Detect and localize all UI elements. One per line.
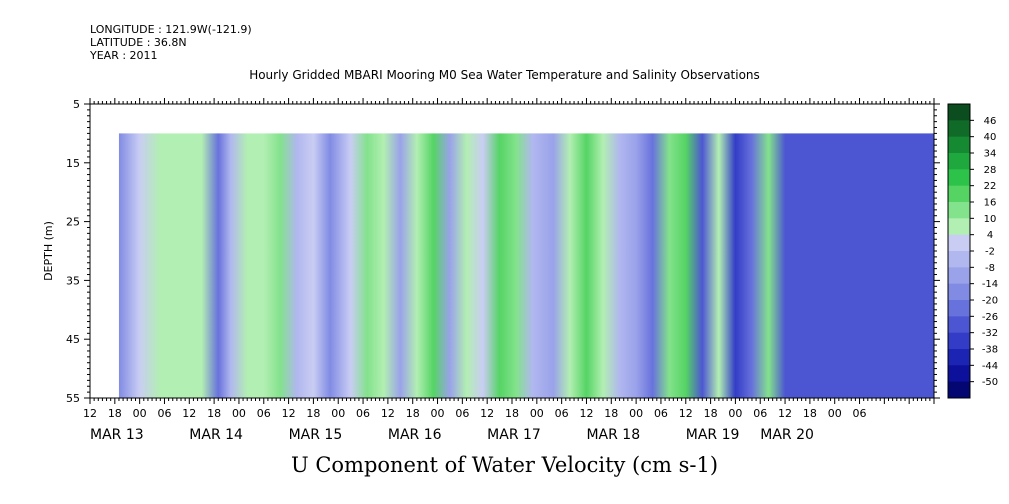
y-tick-label: 45 [66,333,80,346]
x-hour-tick-label: 06 [853,407,867,420]
x-hour-tick-label: 06 [753,407,767,420]
y-tick-label: 5 [73,98,80,111]
x-hour-tick-label: 18 [406,407,420,420]
colorbar-swatch [948,136,970,154]
colorbar-swatch [948,300,970,317]
x-hour-tick-label: 00 [331,407,345,420]
colorbar-swatch [948,153,970,170]
x-hour-tick-label: 12 [679,407,693,420]
x-date-tick-label: MAR 17 [487,427,541,443]
x-hour-tick-label: 12 [282,407,296,420]
colorbar-label: 34 [984,149,997,160]
velocity-field [118,133,934,398]
x-hour-tick-label: 00 [728,407,742,420]
x-hour-tick-label: 06 [157,407,171,420]
x-date-tick-label: MAR 18 [586,427,640,443]
colorbar-label: -38 [982,345,998,356]
colorbar-swatch [948,251,970,268]
colorbar-swatch [948,381,970,399]
x-hour-tick-label: 00 [828,407,842,420]
colorbar-swatch [948,316,970,334]
y-tick-label: 55 [66,392,80,405]
x-hour-tick-label: 18 [604,407,618,420]
colorbar-label: 10 [984,214,997,225]
x-date-tick-label: MAR 20 [760,427,814,443]
colorbar-swatch [948,185,970,203]
x-hour-tick-label: 12 [480,407,494,420]
colorbar-swatch [948,283,970,301]
colorbar-label: -20 [982,296,998,307]
x-hour-tick-label: 00 [530,407,544,420]
y-tick-label: 35 [66,274,80,287]
x-date-tick-label: MAR 19 [686,427,740,443]
latitude-label: LATITUDE : 36.8N [90,36,187,49]
plot-area [90,104,934,398]
colorbar-label: -50 [982,377,998,388]
x-date-tick-label: MAR 15 [289,427,343,443]
y-axis-label: DEPTH (m) [42,221,55,281]
x-hour-tick-label: 12 [778,407,792,420]
colorbar-label: -2 [985,247,995,258]
x-hour-tick-label: 12 [579,407,593,420]
colorbar-swatch [948,332,970,350]
x-date-tick-label: MAR 13 [90,427,144,443]
colorbar-label: 40 [984,132,997,143]
colorbar-swatch [948,234,970,252]
colorbar-label: 4 [987,230,993,241]
x-date-tick-label: MAR 14 [189,427,243,443]
colorbar-label: -8 [985,263,995,274]
x-hour-tick-label: 18 [505,407,519,420]
chart-title: U Component of Water Velocity (cm s-1) [290,453,719,477]
x-hour-tick-label: 18 [803,407,817,420]
x-date-tick-label: MAR 16 [388,427,442,443]
x-hour-tick-label: 12 [381,407,395,420]
x-hour-tick-label: 00 [232,407,246,420]
x-hour-tick-label: 18 [207,407,221,420]
colorbar-swatch [948,104,970,121]
colorbar-label: 22 [984,181,997,192]
colorbar-swatch [948,169,970,187]
x-hour-tick-label: 06 [654,407,668,420]
colorbar-label: 28 [984,165,997,176]
year-label: YEAR : 2011 [90,49,158,62]
x-hour-tick-label: 00 [431,407,445,420]
y-tick-label: 15 [66,157,80,170]
x-hour-tick-label: 18 [108,407,122,420]
chart-header-title: Hourly Gridded MBARI Mooring M0 Sea Wate… [249,68,760,82]
y-tick-label: 25 [66,216,80,229]
colorbar-swatch [948,349,970,366]
x-hour-tick-label: 12 [83,407,97,420]
colorbar: 46 40 34 28 22 16 10 4 -2 -8 -14 -20 -26 -32 -38 -44 -50 [947,103,998,399]
colorbar-label: -26 [982,312,998,323]
x-hour-tick-label: 00 [133,407,147,420]
x-hour-tick-label: 12 [182,407,196,420]
x-hour-tick-label: 18 [704,407,718,420]
colorbar-label: 46 [984,116,997,127]
x-hour-tick-label: 06 [356,407,370,420]
colorbar-label: -44 [982,361,998,372]
x-hour-tick-label: 06 [257,407,271,420]
x-hour-tick-label: 06 [455,407,469,420]
colorbar-label: -32 [982,328,998,339]
colorbar-swatch [948,202,970,219]
colorbar-swatch [948,120,970,138]
colorbar-swatch [948,267,970,285]
axes: 12 18 00 06 12 18 00 06 12 18 00 06 12 18 00 06 12 18 00 06… [42,98,940,443]
x-hour-tick-label: 00 [629,407,643,420]
x-hour-tick-label: 06 [555,407,569,420]
colorbar-label: 16 [984,198,997,209]
x-hour-tick-label: 18 [306,407,320,420]
colorbar-swatch [948,218,970,236]
colorbar-label: -14 [982,279,998,290]
longitude-label: LONGITUDE : 121.9W(-121.9) [90,23,252,36]
colorbar-swatch [948,365,970,383]
